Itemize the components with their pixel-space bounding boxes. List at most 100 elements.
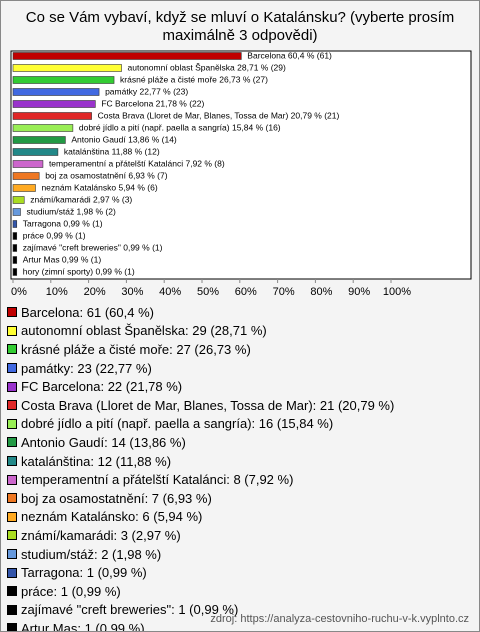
- legend-swatch: [7, 400, 17, 411]
- bar: [12, 100, 96, 108]
- legend-label: práce: 1 (0,99 %): [21, 583, 121, 599]
- x-tick-label: 40%: [159, 286, 181, 298]
- legend-item: temperamentní a přátelští Katalánci: 8 (…: [7, 470, 477, 489]
- value-label: hory (zimní sporty) 0,99 % (1): [23, 266, 135, 276]
- bar: [12, 208, 21, 216]
- legend-label: zajímavé "creft breweries": 1 (0,99 %): [21, 602, 239, 618]
- legend-swatch: [7, 381, 17, 392]
- value-label: památky 22,77 % (23): [105, 86, 188, 96]
- legend-label: památky: 23 (22,77 %): [21, 360, 152, 376]
- legend-swatch: [7, 623, 17, 631]
- legend-item: studium/stáž: 2 (1,98 %): [7, 545, 477, 564]
- legend-item: zajímavé "creft breweries": 1 (0,99 %): [7, 601, 477, 620]
- legend-item: Barcelona: 61 (60,4 %): [7, 303, 477, 322]
- value-label: neznám Katalánsko 5,94 % (6): [41, 182, 157, 192]
- x-tick-label: 70%: [273, 286, 295, 298]
- legend-label: dobré jídlo a pití (např. paella a sangr…: [21, 416, 334, 432]
- x-tick-label: 0%: [11, 286, 27, 298]
- bar: [12, 52, 242, 60]
- legend-item: Antonio Gaudí: 14 (13,86 %): [7, 433, 477, 452]
- legend-swatch: [7, 549, 17, 560]
- bar: [12, 148, 59, 156]
- value-label: Antonio Gaudí 13,86 % (14): [71, 134, 177, 144]
- legend-label: známí/kamarádi: 3 (2,97 %): [21, 527, 181, 543]
- legend: Barcelona: 61 (60,4 %) autonomní oblast Š…: [7, 303, 477, 632]
- value-label: krásné pláže a čisté moře 26,73 % (27): [120, 74, 268, 84]
- value-label: boj za osamostatnění 6,93 % (7): [45, 170, 168, 180]
- value-label: Artur Mas 0,99 % (1): [23, 254, 102, 264]
- legend-item: boj za osamostatnění: 7 (6,93 %): [7, 489, 477, 508]
- legend-label: Antonio Gaudí: 14 (13,86 %): [21, 434, 186, 450]
- legend-item: autonomní oblast Španělska: 29 (28,71 %): [7, 322, 477, 341]
- legend-swatch: [7, 493, 17, 504]
- x-tick-label: 10%: [46, 286, 68, 298]
- source: zdroj: https://analyza-cestovniho-ruchu-…: [210, 613, 469, 625]
- legend-swatch: [7, 604, 17, 615]
- legend-label: katalánština: 12 (11,88 %): [21, 453, 172, 469]
- x-tick-label: 30%: [121, 286, 143, 298]
- value-label: Costa Brava (Lloret de Mar, Blanes, Toss…: [98, 110, 340, 120]
- x-tick-label: 20%: [84, 286, 106, 298]
- legend-swatch: [7, 344, 17, 355]
- value-label: autonomní oblast Španělska 28,71 % (29): [128, 62, 286, 72]
- legend-swatch: [7, 567, 17, 578]
- legend-item: Costa Brava (Lloret de Mar, Blanes, Toss…: [7, 396, 477, 415]
- legend-label: studium/stáž: 2 (1,98 %): [21, 546, 162, 562]
- legend-swatch: [7, 418, 17, 429]
- value-label: katalánština 11,88 % (12): [64, 146, 160, 156]
- bar: [12, 88, 100, 96]
- bar: [12, 112, 92, 120]
- value-label: známí/kamarádi 2,97 % (3): [30, 194, 132, 204]
- legend-swatch: [7, 511, 17, 522]
- chart-title: Co se Vám vybaví, když se mluví o Katalá…: [25, 9, 455, 44]
- bar: [12, 64, 122, 72]
- legend-item: známí/kamarádi: 3 (2,97 %): [7, 526, 477, 545]
- legend-swatch: [7, 325, 17, 336]
- value-label: studium/stáž 1,98 % (2): [26, 206, 115, 216]
- legend-swatch: [7, 530, 17, 541]
- bar: [12, 160, 44, 168]
- value-label: FC Barcelona 21,78 % (22): [101, 98, 204, 108]
- value-label: Tarragona 0,99 % (1): [23, 218, 103, 228]
- bar: [12, 220, 18, 228]
- bar: [12, 232, 18, 240]
- bar: [12, 244, 18, 252]
- x-tick-label: 50%: [197, 286, 219, 298]
- legend-label: autonomní oblast Španělska: 29 (28,71 %): [21, 323, 267, 339]
- legend-label: Tarragona: 1 (0,99 %): [21, 565, 147, 581]
- legend-swatch: [7, 437, 17, 448]
- legend-label: Costa Brava (Lloret de Mar, Blanes, Toss…: [21, 397, 395, 413]
- value-label: práce 0,99 % (1): [23, 230, 86, 240]
- bar: [12, 256, 18, 264]
- bar: [12, 184, 36, 192]
- bar: [12, 268, 18, 276]
- legend-swatch: [7, 307, 17, 318]
- legend-label: temperamentní a přátelští Katalánci: 8 (…: [21, 472, 294, 488]
- legend-label: Barcelona: 61 (60,4 %): [21, 304, 154, 320]
- legend-item: krásné pláže a čisté moře: 27 (26,73 %): [7, 340, 477, 359]
- bar: [12, 124, 74, 132]
- legend-label: Artur Mas: 1 (0,99 %): [21, 620, 145, 632]
- bar: [12, 136, 66, 144]
- legend-item: FC Barcelona: 22 (21,78 %): [7, 377, 477, 396]
- legend-label: neznám Katalánsko: 6 (5,94 %): [21, 509, 203, 525]
- x-tick-label: 90%: [348, 286, 370, 298]
- legend-item: dobré jídlo a pití (např. paella a sangr…: [7, 415, 477, 434]
- value-label: zajímavé "creft breweries" 0,99 % (1): [23, 242, 163, 252]
- value-label: Barcelona 60,4 % (61): [247, 50, 332, 60]
- x-tick-label: 100%: [383, 286, 411, 298]
- legend-item: katalánština: 12 (11,88 %): [7, 452, 477, 471]
- bar: [12, 76, 115, 84]
- legend-swatch: [7, 474, 17, 485]
- legend-item: Artur Mas: 1 (0,99 %): [7, 619, 477, 632]
- legend-item: Tarragona: 1 (0,99 %): [7, 563, 477, 582]
- legend-label: krásné pláže a čisté moře: 27 (26,73 %): [21, 341, 251, 357]
- legend-item: památky: 23 (22,77 %): [7, 359, 477, 378]
- x-tick-label: 80%: [310, 286, 332, 298]
- legend-label: FC Barcelona: 22 (21,78 %): [21, 379, 183, 395]
- legend-item: práce: 1 (0,99 %): [7, 582, 477, 601]
- legend-item: neznám Katalánsko: 6 (5,94 %): [7, 508, 477, 527]
- legend-label: boj za osamostatnění: 7 (6,93 %): [21, 490, 212, 506]
